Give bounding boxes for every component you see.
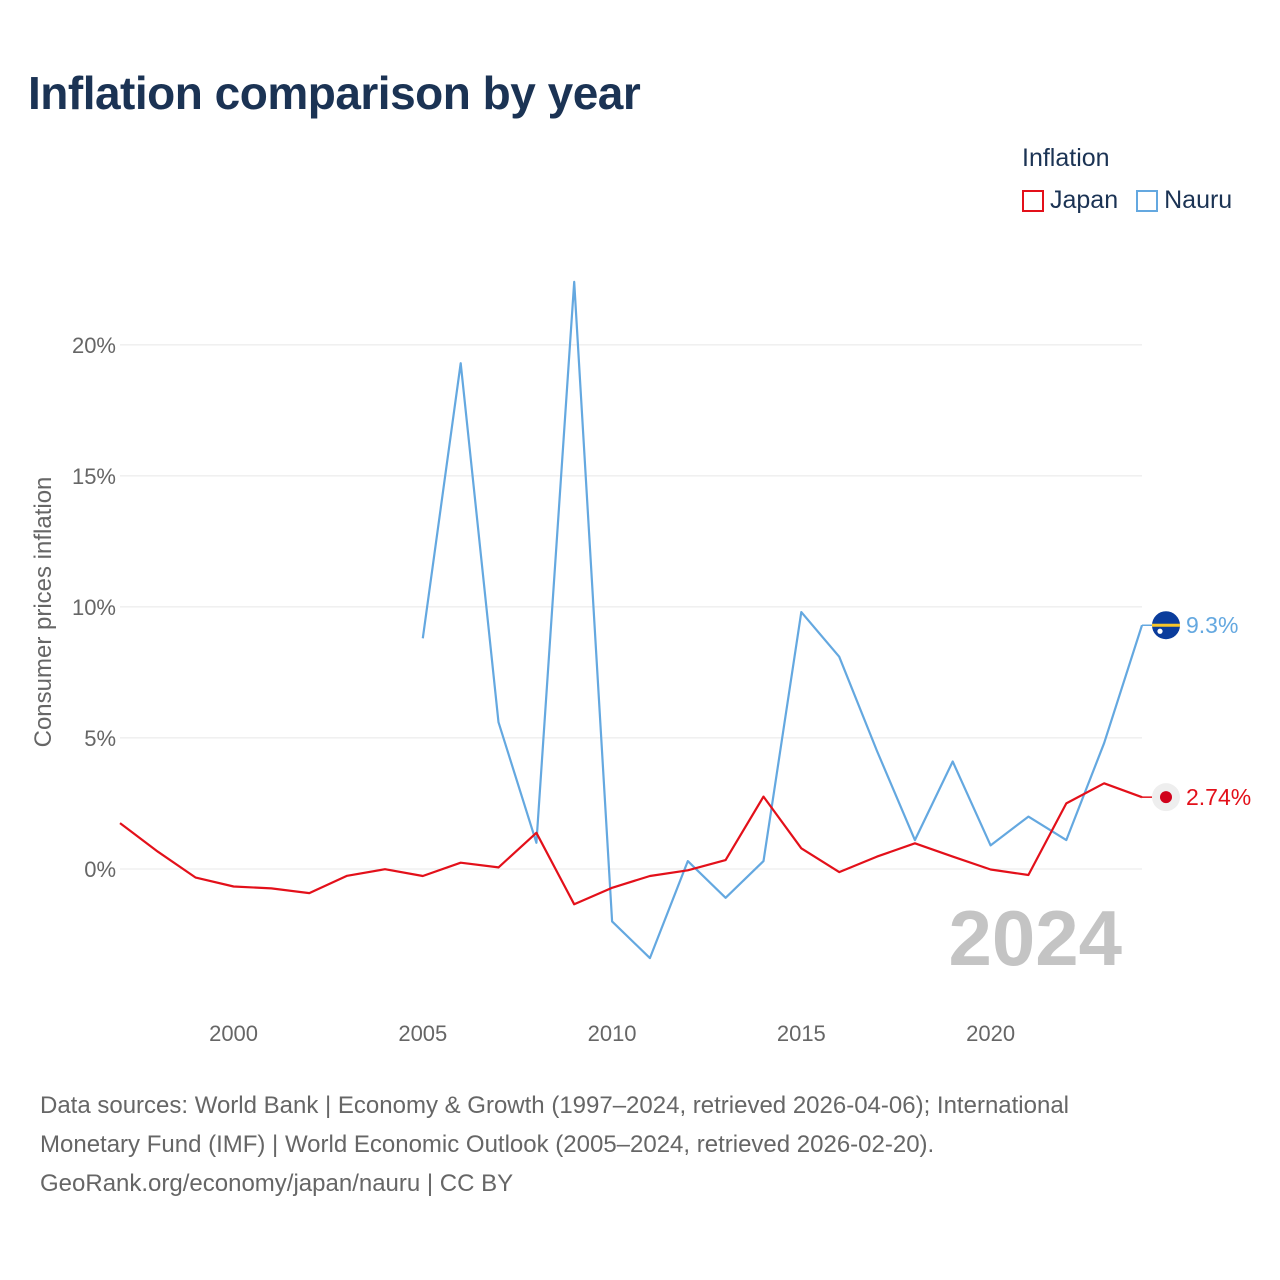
legend-label-nauru: Nauru <box>1164 186 1233 214</box>
japan-flag-sun <box>1160 791 1172 804</box>
series-lines <box>119 280 1144 960</box>
legend-swatch-nauru <box>1136 189 1159 212</box>
legend-swatch-japan <box>1022 189 1044 212</box>
legend-item-nauru[interactable]: Nauru <box>1136 186 1232 215</box>
x-axis-ticks: 2000 2005 2010 2015 2020 <box>209 1021 1015 1046</box>
x-tick-label: 2015 <box>777 1021 826 1046</box>
nauru-flag-star <box>1157 628 1163 634</box>
y-tick-label: 5% <box>84 726 116 751</box>
footer-sources: Data sources: World Bank | Economy & Gro… <box>40 1086 1240 1203</box>
end-value-label-nauru: 9.3% <box>1186 612 1238 638</box>
y-tick-label: 15% <box>72 464 116 489</box>
legend: Japan Nauru <box>1022 186 1232 215</box>
legend-label-japan: Japan <box>1050 186 1119 214</box>
legend-item-japan[interactable]: Japan <box>1022 186 1118 215</box>
footer-line-2: Monetary Fund (IMF) | World Economic Out… <box>40 1131 935 1158</box>
line-chart: 0% 5% 10% 15% 20% 2000 2005 2010 2015 2020 Consu… <box>30 280 1251 1046</box>
end-value-label-japan: 2.74% <box>1186 784 1251 810</box>
year-label: 2024 <box>948 894 1122 982</box>
x-tick-label: 2000 <box>209 1021 258 1046</box>
x-tick-label: 2010 <box>588 1021 637 1046</box>
nauru-flag-stripe <box>1152 623 1180 627</box>
end-markers: 2.74% 9.3% <box>1142 611 1251 812</box>
y-tick-label: 10% <box>72 595 116 620</box>
y-tick-label: 0% <box>84 857 116 882</box>
series-line-nauru <box>421 280 1144 960</box>
footer-line-1: Data sources: World Bank | Economy & Gro… <box>40 1092 1070 1119</box>
x-tick-label: 2020 <box>966 1021 1015 1046</box>
footer-line-3[interactable]: GeoRank.org/economy/japan/nauru | CC BY <box>40 1170 514 1197</box>
x-tick-label: 2005 <box>398 1021 447 1046</box>
y-axis-ticks: 0% 5% 10% 15% 20% <box>72 333 116 882</box>
chart-title: Inflation comparison by year <box>28 67 641 119</box>
series-line-japan <box>119 782 1143 906</box>
y-tick-label: 20% <box>72 333 116 358</box>
y-axis-label: Consumer prices inflation <box>30 477 57 748</box>
gridlines <box>120 344 1142 870</box>
legend-title: Inflation <box>1022 144 1110 172</box>
